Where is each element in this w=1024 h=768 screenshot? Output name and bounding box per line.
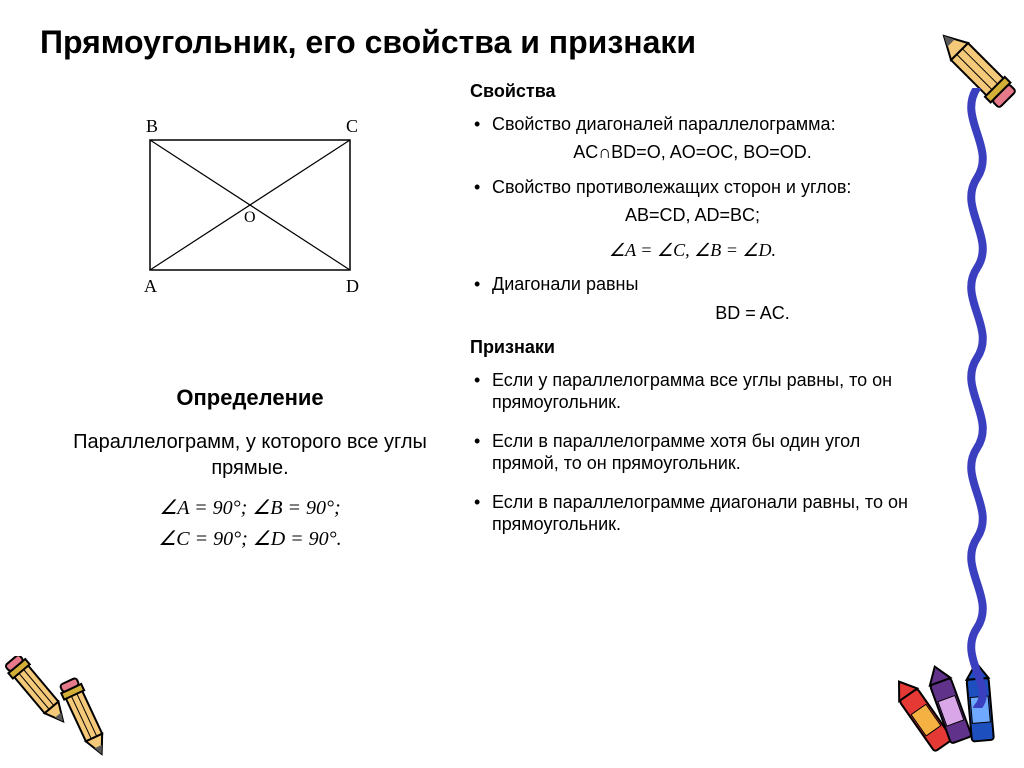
definition-heading: Определение xyxy=(60,385,440,411)
properties-list-3: Диагонали равны xyxy=(470,273,915,296)
signs-heading: Признаки xyxy=(470,336,915,359)
properties-list-2: Свойство противолежащих сторон и углов: xyxy=(470,176,915,199)
right-column: Свойства Свойство диагоналей параллелогр… xyxy=(470,80,915,542)
property-diagonals-equal: Диагонали равны xyxy=(470,273,915,296)
pencils-bottom-left-icon xyxy=(0,656,150,766)
prop-diag-par-formula: AC∩BD=O, AO=OC, BO=OD. xyxy=(470,141,915,164)
label-B: B xyxy=(146,116,158,136)
squiggle-icon xyxy=(952,88,1002,708)
label-C: C xyxy=(346,116,358,136)
property-opposite: Свойство противолежащих сторон и углов: xyxy=(470,176,915,199)
sign-item: Если у параллелограмма все углы равны, т… xyxy=(470,369,915,414)
sign-item: Если в параллелограмме хотя бы один угол… xyxy=(470,430,915,475)
rectangle-diagram: B C A D O xyxy=(110,110,390,320)
properties-heading: Свойства xyxy=(470,80,915,103)
sign-text: Если у параллелограмма все углы равны, т… xyxy=(492,370,892,413)
definition-angles-1: ∠A = 90°; ∠B = 90°; xyxy=(60,495,440,520)
prop-diag-eq-formula: BD = AC. xyxy=(470,302,915,325)
sign-text: Если в параллелограмме диагонали равны, … xyxy=(492,492,908,535)
signs-list: Если у параллелограмма все углы равны, т… xyxy=(470,369,915,536)
label-O: O xyxy=(244,209,256,226)
definition-angles-2: ∠C = 90°; ∠D = 90°. xyxy=(60,526,440,551)
left-column: B C A D O Определение Параллелограмм, у … xyxy=(60,110,440,557)
definition-text: Параллелограмм, у которого все углы прям… xyxy=(60,429,440,481)
sign-text: Если в параллелограмме хотя бы один угол… xyxy=(492,431,860,474)
label-A: A xyxy=(144,276,157,296)
page-title: Прямоугольник, его свойства и признаки xyxy=(40,24,696,61)
sign-item: Если в параллелограмме диагонали равны, … xyxy=(470,491,915,536)
label-D: D xyxy=(346,276,359,296)
prop-opp-formula1: AB=CD, AD=BC; xyxy=(470,204,915,227)
property-diagonals-parallelogram: Свойство диагоналей параллелограмма: xyxy=(470,113,915,136)
prop-diag-par-label: Свойство диагоналей параллелограмма: xyxy=(492,114,836,134)
prop-diag-eq-label: Диагонали равны xyxy=(492,274,638,294)
prop-opp-label: Свойство противолежащих сторон и углов: xyxy=(492,177,851,197)
prop-opp-formula2: ∠A = ∠C, ∠B = ∠D. xyxy=(470,239,915,262)
properties-list: Свойство диагоналей параллелограмма: xyxy=(470,113,915,136)
